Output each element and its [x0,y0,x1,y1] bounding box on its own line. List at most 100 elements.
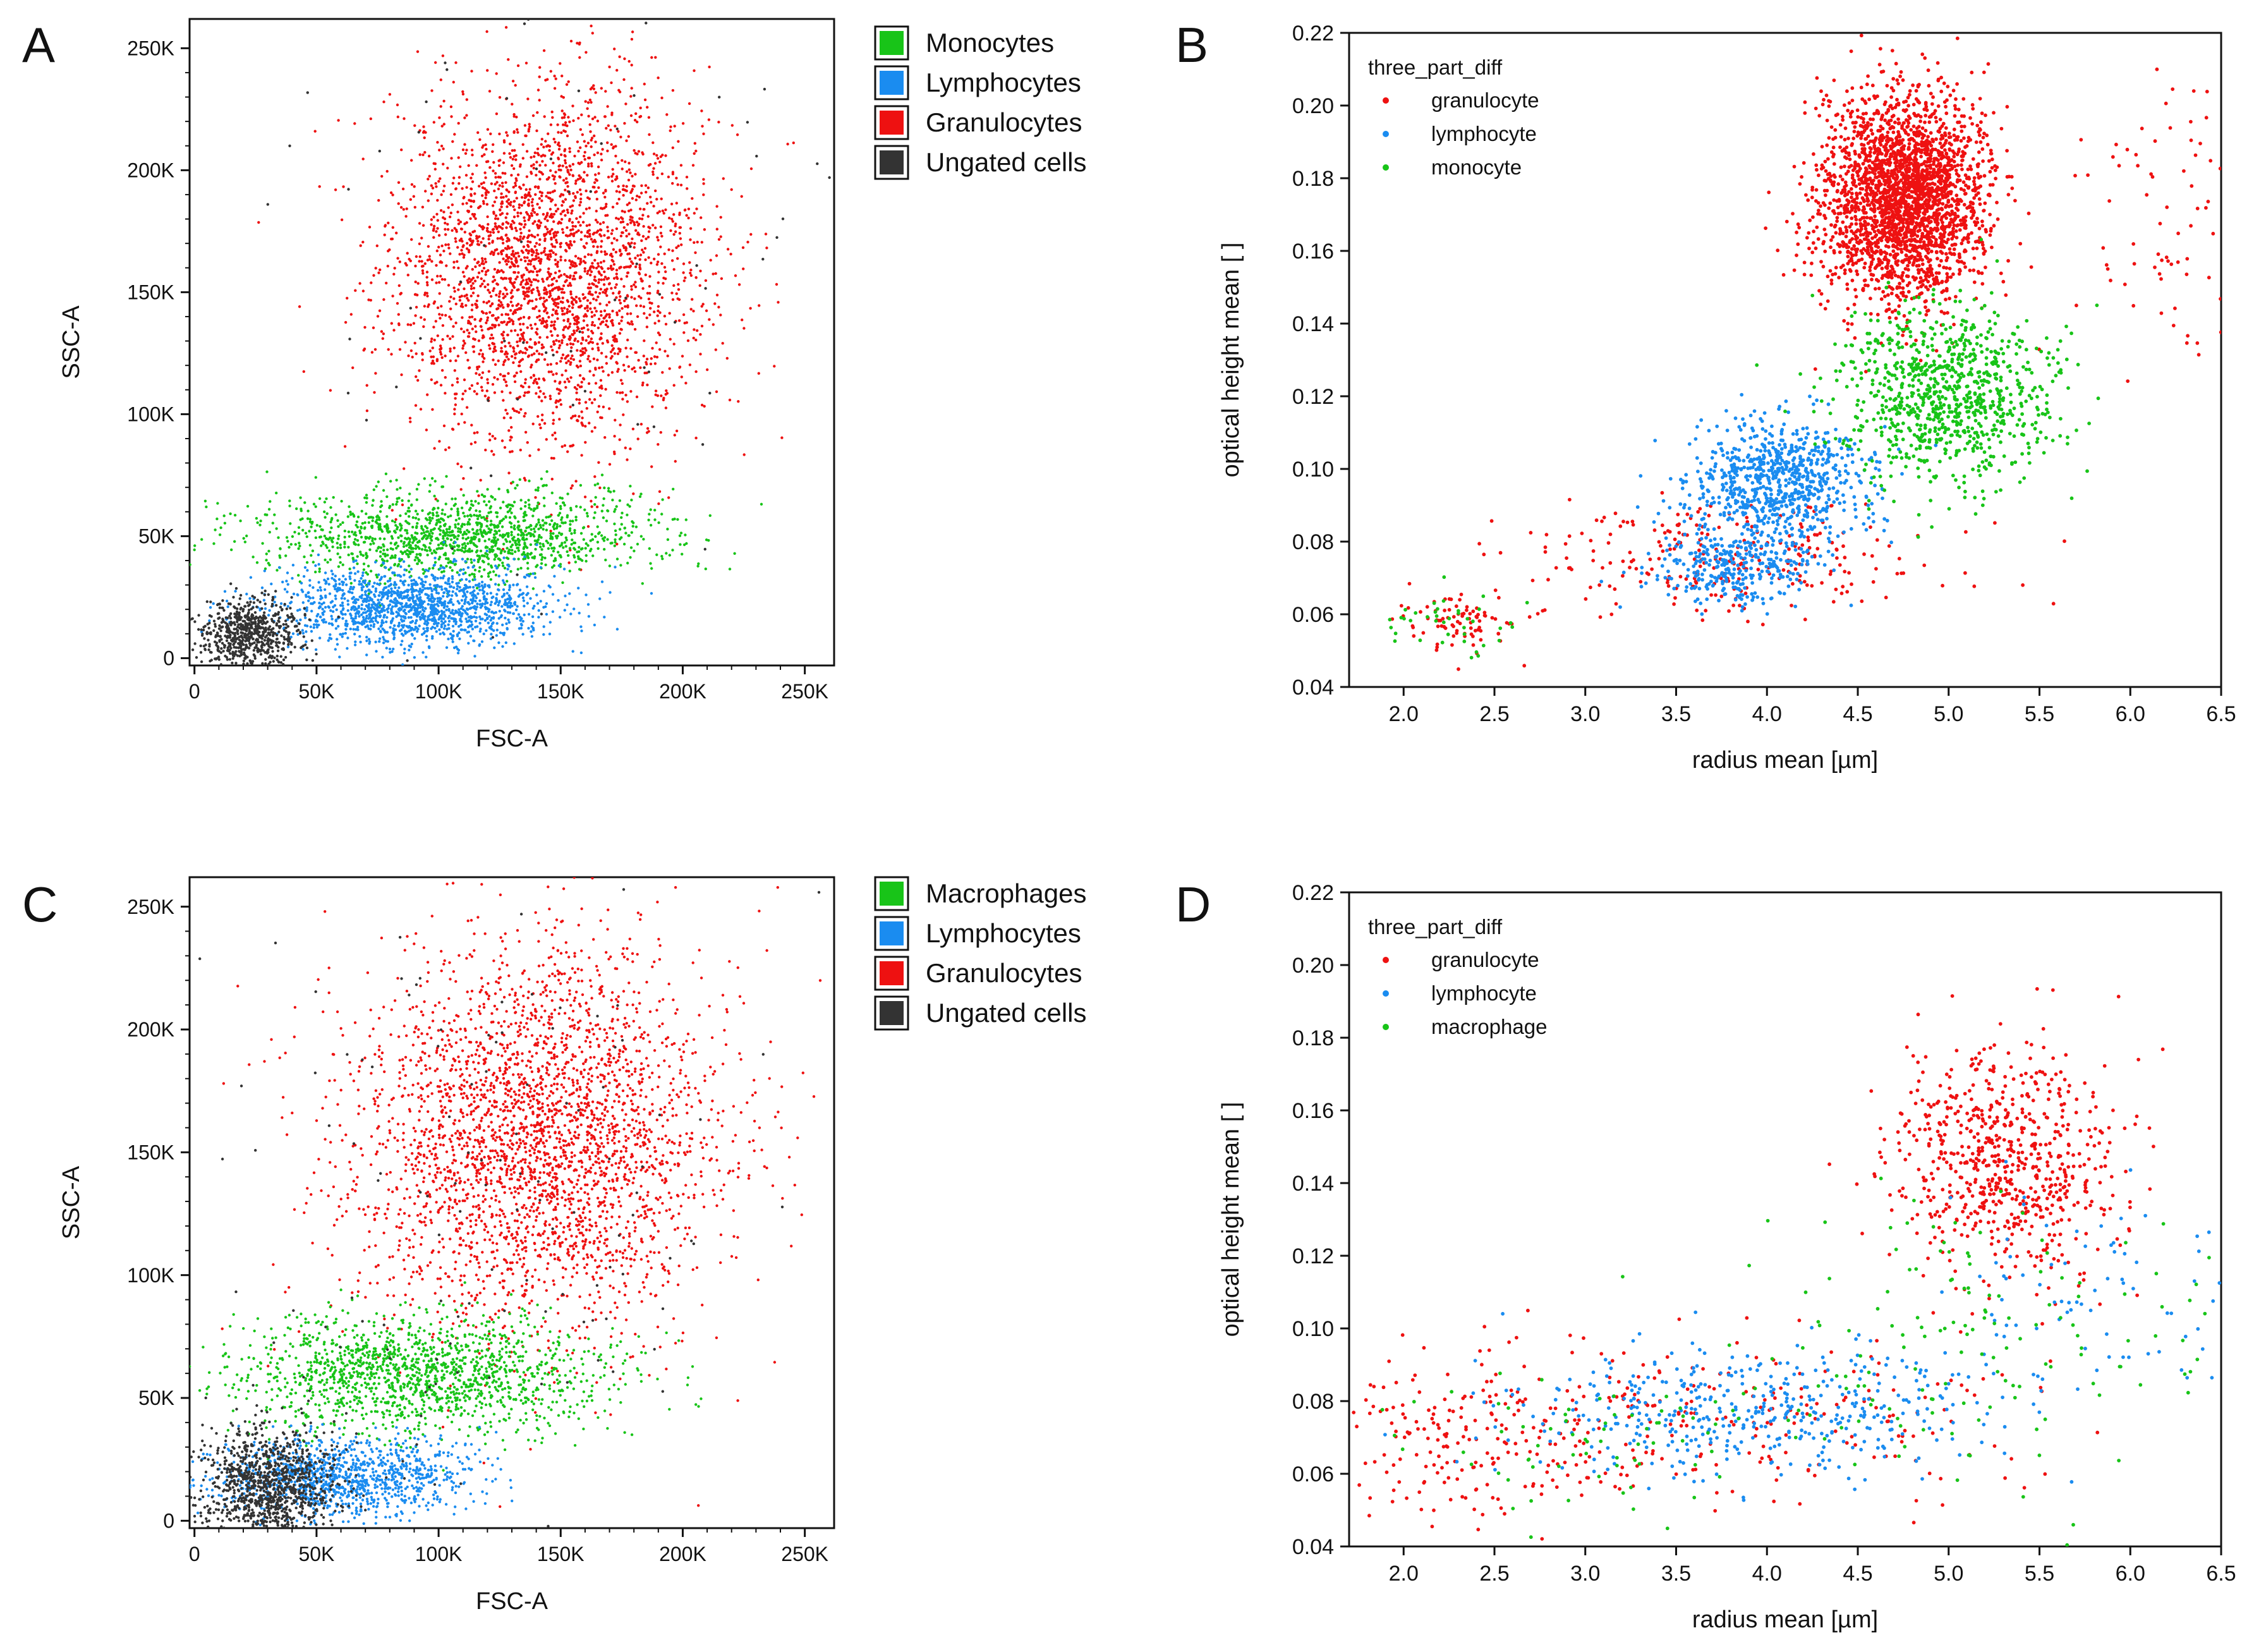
x-tick-label: 100K [415,680,463,703]
x-tick-label: 3.0 [1570,1562,1600,1586]
x-tick-label: 2.0 [1389,702,1419,726]
y-tick-label: 0.22 [1292,21,1334,46]
panel-label-b: B [1175,17,1208,73]
y-tick-label: 0.16 [1292,240,1334,264]
x-tick-label: 3.0 [1570,702,1600,726]
cluster-granulocyte [1764,33,2033,374]
y-axis-label: optical height mean [ ] [1218,243,1244,478]
legend-title: three_part_diff [1368,56,1503,79]
optical-scatter-plot-b: 2.0 2.5 3.0 3.5 4.0 4.5 5.0 5.5 6.0 6.5 0.04 0.06 0.… [1218,21,2236,774]
x-tick-label: 0 [189,1543,200,1565]
x-tick-label: 3.5 [1661,702,1691,726]
x-axis-label: FSC-A [476,1588,548,1615]
x-tick-label: 100K [415,1543,463,1565]
data-points [190,877,822,1528]
legend-label: Lymphocytes [926,918,1081,948]
legend-label: lymphocyte [1431,981,1537,1005]
scatter-point [190,470,763,623]
legend-swatch [880,111,904,135]
y-tick-label: 0.16 [1292,1099,1334,1123]
data-points [190,19,831,665]
legend: Monocytes Lymphocytes Granulocytes Ungated … [874,25,1086,180]
x-tick-label: 200K [659,1543,706,1565]
legend-marker [1383,97,1389,104]
y-axis-label: SSC-A [58,305,85,379]
y-tick-label: 0.18 [1292,167,1334,191]
y-tick-label: 0.18 [1292,1026,1334,1050]
legend-marker [1383,1024,1389,1030]
x-tick-label: 6.5 [2206,1562,2236,1586]
scatter-point [1827,987,2165,1326]
legend-title: three_part_diff [1368,915,1503,938]
y-tick-label: 0 [163,1510,174,1533]
scatter-point [1764,33,2033,374]
y-axis-label: optical height mean [ ] [1218,1102,1244,1337]
y-tick-label: 150K [127,281,174,304]
plot-frame [1348,891,2222,1548]
legend-label: Lymphocytes [926,68,1081,97]
x-tick-label: 5.5 [2025,702,2054,726]
x-axis-label: radius mean [µm] [1692,747,1878,774]
scatter-point [257,24,795,571]
y-tick-label: 0.12 [1292,385,1334,409]
plot-frame [1348,32,2222,688]
panel-label-a: A [22,17,55,73]
legend-label: lymphocyte [1431,122,1537,145]
legend: Macrophages Lymphocytes Granulocytes Ungate… [874,876,1086,1031]
x-tick-label: 150K [537,1543,585,1565]
cluster-granulocyte [1827,987,2165,1326]
legend-swatch [880,1001,904,1025]
x-tick-label: 4.5 [1843,702,1872,726]
x-tick-label: 200K [659,680,706,703]
cluster-lymphocytes [200,540,653,665]
y-tick-label: 0.08 [1292,530,1334,554]
legend-swatch [880,150,904,174]
x-tick-label: 2.0 [1389,1562,1419,1586]
legend-swatch [880,961,904,985]
legend-label: macrophage [1431,1015,1547,1038]
y-tick-label: 200K [127,1018,174,1041]
x-tick-label: 2.5 [1479,702,1509,726]
cluster-ungated-cells [190,1383,404,1528]
flow-cytometry-plot-a: 0 50K 100K 150K 200K 250K 0 50K 100K 150K 200K 250K… [58,18,1086,752]
y-tick-label: 100K [127,403,174,426]
legend-label: Granulocytes [926,107,1082,137]
x-tick-label: 6.0 [2116,702,2145,726]
y-tick-label: 150K [127,1141,174,1164]
x-tick-label: 4.0 [1752,702,1782,726]
cluster-ungated-cells [190,582,318,665]
legend-label: Ungated cells [926,998,1086,1028]
legend-marker [1383,957,1389,963]
y-tick-label: 0.04 [1292,1535,1334,1559]
scatter-point [190,1281,703,1472]
x-tick-label: 4.5 [1843,1562,1872,1586]
x-tick-label: 5.0 [1934,702,1963,726]
y-tick-label: 0.10 [1292,458,1334,482]
legend-label: Granulocytes [926,958,1082,988]
legend-swatch [880,921,904,945]
y-tick-label: 0.20 [1292,94,1334,118]
y-tick-label: 0.06 [1292,1462,1334,1486]
y-tick-label: 0.10 [1292,1317,1334,1341]
y-axis-label: SSC-A [58,1165,85,1239]
x-tick-label: 0 [189,680,200,703]
scatter-point [1755,238,2100,539]
scatter-point [1352,1333,1567,1532]
y-tick-label: 0.14 [1292,312,1334,336]
legend-swatch [880,31,904,55]
y-tick-label: 0.06 [1292,603,1334,627]
legend-label: monocyte [1431,155,1522,179]
legend-swatch [880,882,904,906]
x-tick-label: 4.0 [1752,1562,1782,1586]
y-tick-label: 0.14 [1292,1172,1334,1196]
legend-label: granulocyte [1431,88,1539,112]
y-tick-label: 0.22 [1292,881,1334,905]
x-tick-label: 3.5 [1661,1562,1691,1586]
x-tick-label: 6.5 [2206,702,2236,726]
panel-label-d: D [1175,877,1211,932]
data-points [1388,33,2221,671]
x-axis-label: radius mean [µm] [1692,1606,1878,1633]
x-tick-label: 250K [781,1543,828,1565]
y-tick-label: 0.20 [1292,954,1334,978]
legend-marker [1383,164,1389,171]
